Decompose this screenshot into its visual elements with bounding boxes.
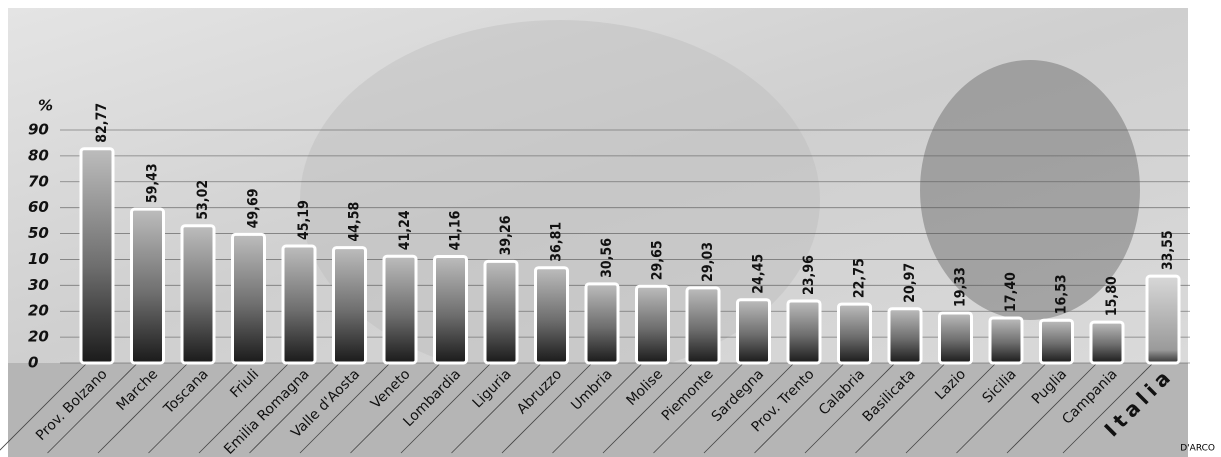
bar (534, 266, 569, 365)
separator (855, 362, 946, 454)
value-label: 23,96 (801, 255, 817, 295)
value-label: 24,45 (751, 254, 767, 294)
bar (382, 254, 418, 365)
value-label: 41,16 (448, 210, 464, 250)
y-tick-label: 30 (28, 276, 49, 294)
y-tick-label: 20 (28, 328, 49, 346)
value-label: 33,55 (1160, 230, 1176, 270)
bar (130, 207, 165, 365)
bar (180, 224, 216, 365)
bar (332, 246, 367, 365)
separator (905, 362, 997, 454)
value-label: 82,77 (94, 103, 110, 143)
bar (635, 284, 670, 365)
y-tick-label: 90 (28, 121, 49, 139)
separator (299, 362, 391, 454)
y-axis-label: % (38, 97, 53, 115)
y-tick-label: 70 (28, 172, 49, 190)
value-label: 22,75 (852, 258, 868, 298)
y-tick-label: 20 (28, 302, 49, 320)
value-label: 59,43 (145, 163, 161, 203)
value-label: 29,65 (650, 240, 666, 280)
value-label: 16,53 (1054, 274, 1070, 314)
value-label: 19,33 (953, 267, 969, 307)
value-label: 20,97 (902, 263, 918, 303)
separator (47, 362, 138, 454)
label-band (8, 363, 1188, 457)
value-label: 39,26 (498, 215, 514, 255)
separator (956, 362, 1047, 454)
separator (552, 362, 643, 454)
bar (837, 302, 872, 365)
bar (584, 282, 620, 365)
separator (249, 362, 340, 454)
separator (1062, 362, 1154, 454)
bar (1145, 274, 1181, 365)
value-label: 49,69 (246, 189, 262, 229)
separator (602, 362, 694, 454)
bar (231, 232, 266, 365)
separator (400, 362, 492, 454)
separator (703, 362, 795, 454)
value-label: 53,02 (195, 180, 211, 220)
separator (350, 362, 441, 454)
y-tick-label: 60 (28, 198, 49, 216)
y-tick-label: 10 (28, 250, 49, 268)
bar (685, 286, 721, 365)
separator (97, 362, 189, 454)
bar (433, 254, 468, 365)
value-label: 17,40 (1003, 272, 1019, 312)
y-tick-label: 50 (28, 224, 49, 242)
bar (483, 259, 519, 365)
bar (281, 244, 317, 365)
separator (653, 362, 744, 454)
separator (148, 362, 239, 454)
value-label: 44,58 (347, 202, 363, 242)
value-label: 15,80 (1104, 276, 1120, 316)
value-label: 36,81 (549, 222, 565, 262)
separator (754, 362, 845, 454)
bar (988, 316, 1024, 365)
bar (938, 311, 973, 365)
value-label: 30,56 (599, 238, 615, 278)
separator (0, 362, 88, 451)
bar (79, 147, 115, 365)
y-tick-label: 80 (28, 146, 49, 164)
value-label: 41,24 (397, 210, 413, 250)
separator (451, 362, 542, 454)
bar (1089, 320, 1125, 365)
bar (1039, 318, 1074, 365)
bar (786, 299, 822, 365)
separator (198, 362, 290, 454)
credit: D'ARCO (1180, 444, 1215, 454)
y-tick-label: 0 (28, 354, 38, 372)
separator (501, 362, 593, 454)
value-label: 45,19 (296, 200, 312, 240)
bar (887, 307, 923, 365)
separator (804, 362, 896, 454)
bar (736, 298, 771, 365)
value-label: 29,03 (700, 242, 716, 282)
separator (1006, 362, 1098, 454)
decor (920, 60, 1140, 320)
